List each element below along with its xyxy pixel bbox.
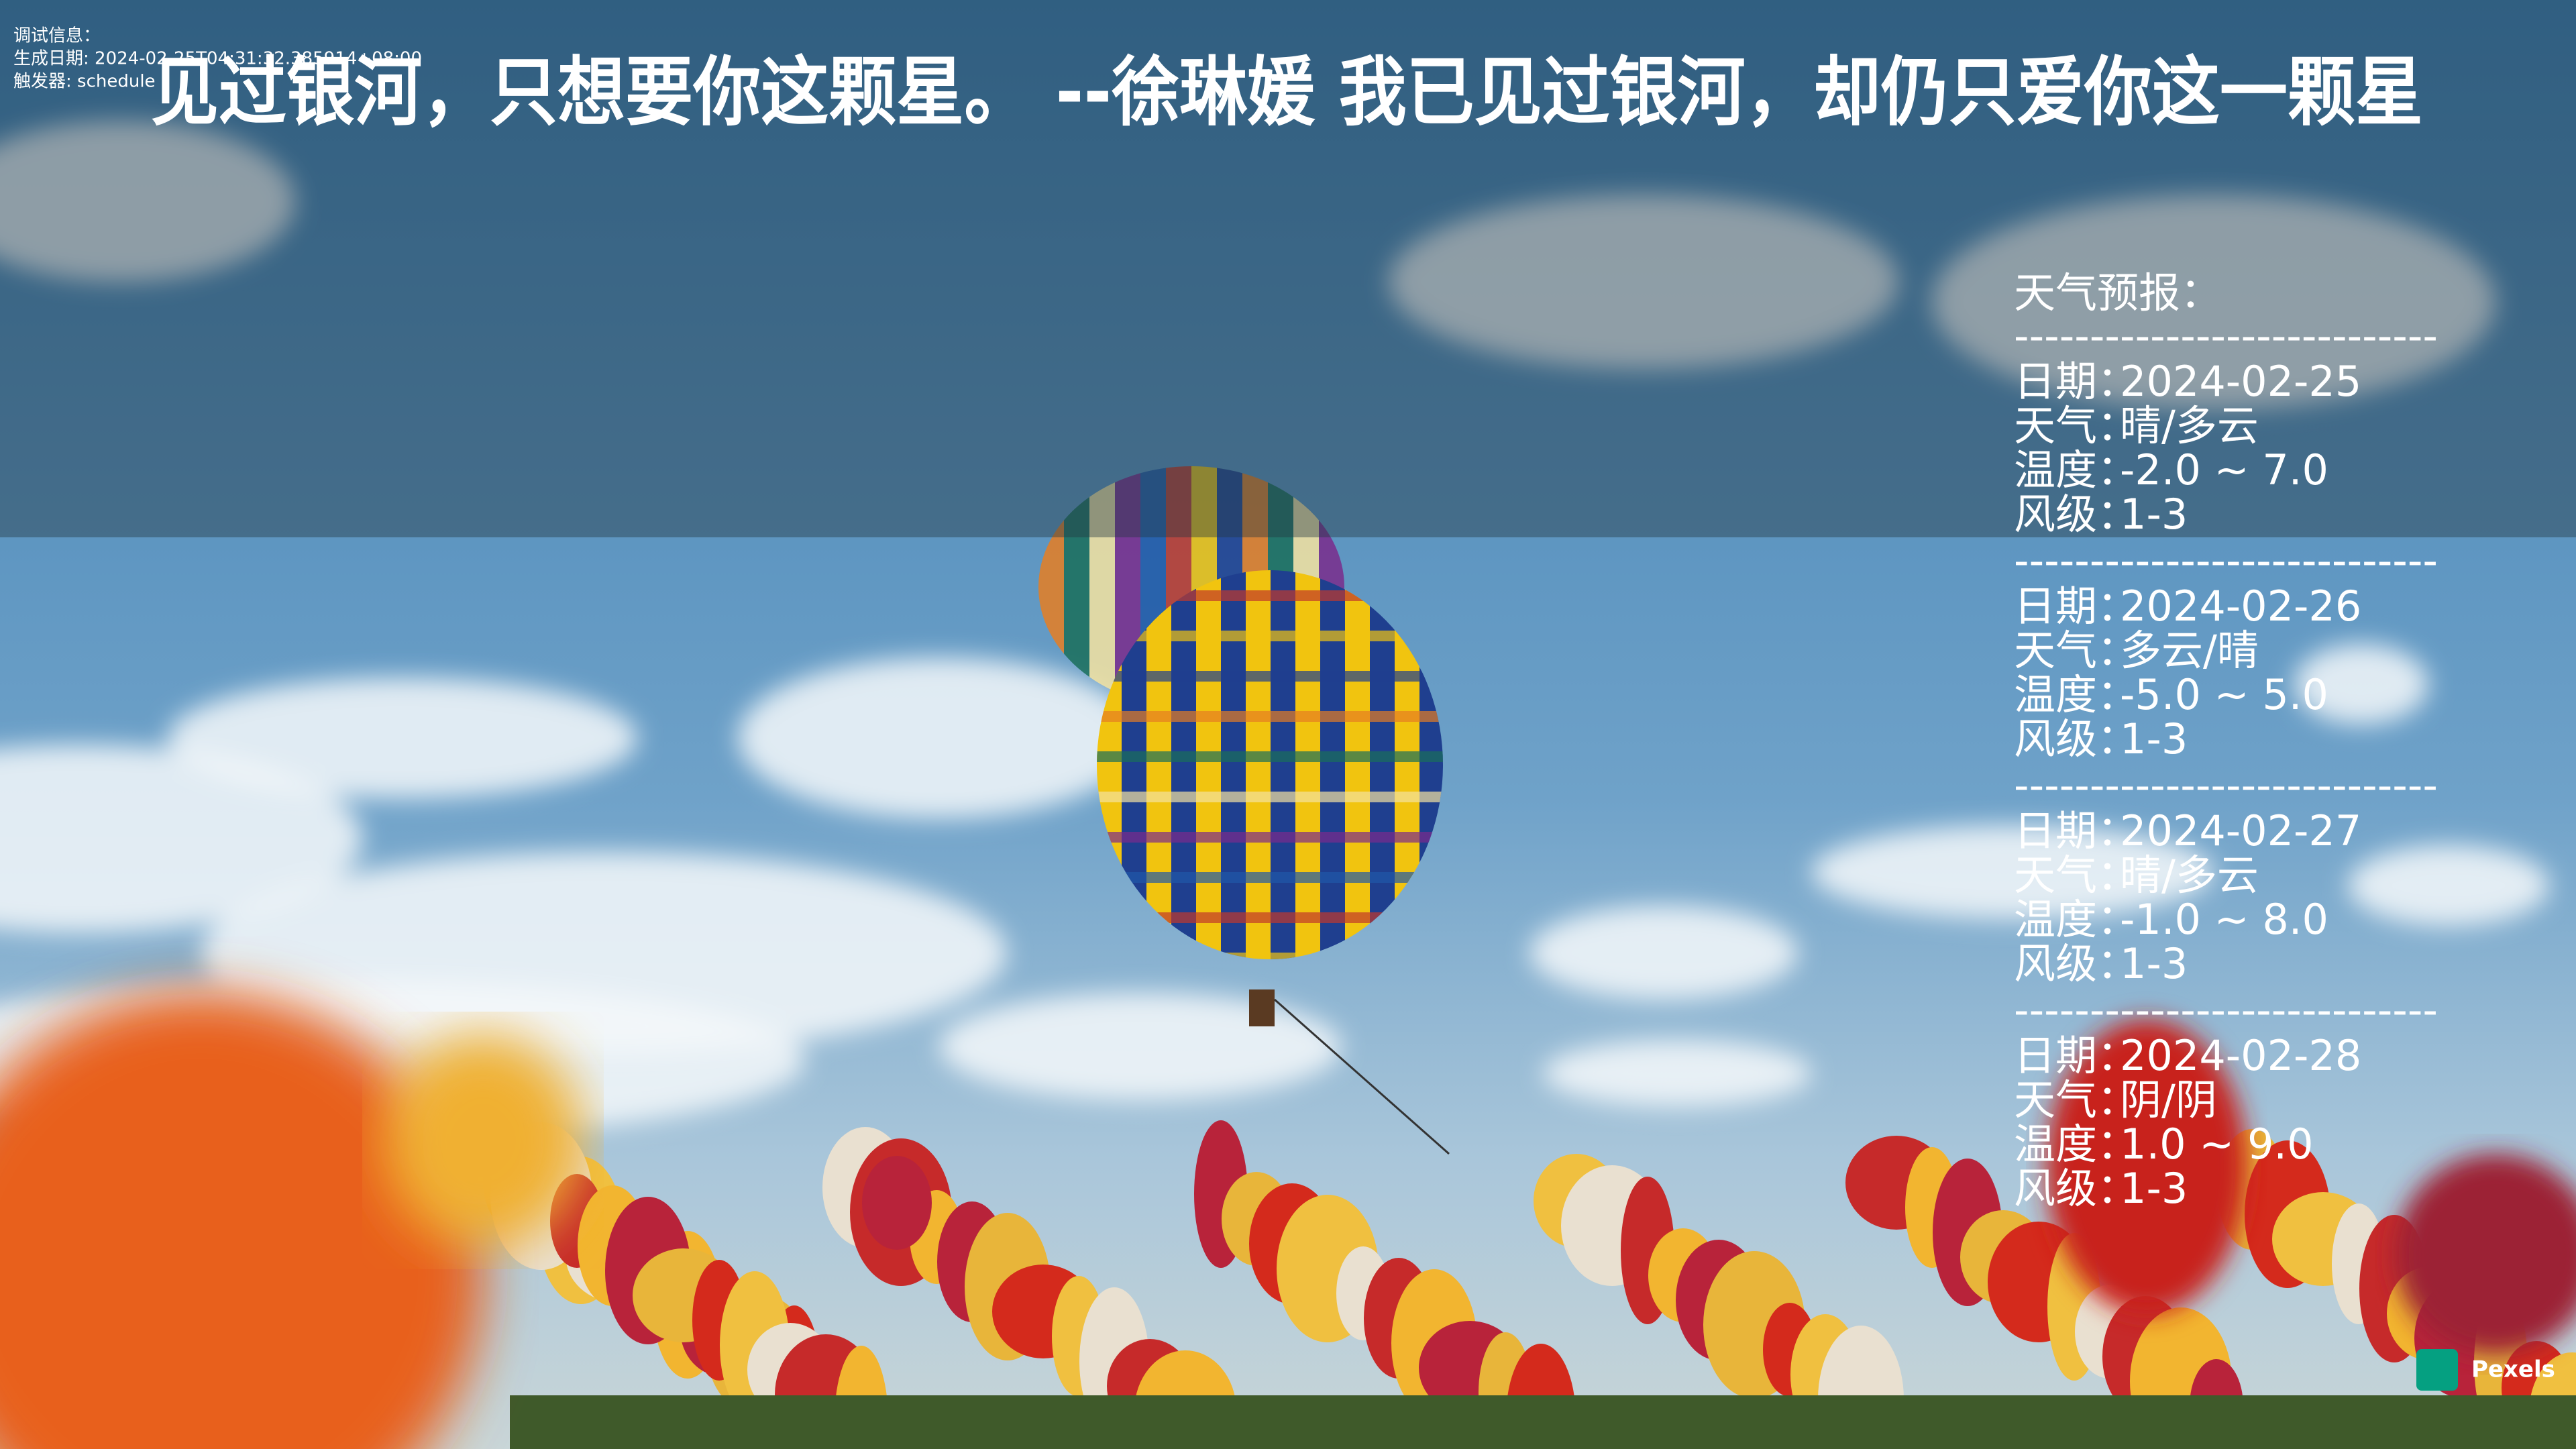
stripe	[1246, 570, 1271, 959]
watermark-text: Pexels	[2471, 1356, 2555, 1383]
blurred-tulip	[2395, 1154, 2576, 1355]
weather-label: 天气：	[2014, 401, 2139, 450]
weather-value: -1.0 ~ 8.0	[2120, 895, 2328, 944]
weather-value: 阴/阴	[2120, 1075, 2217, 1124]
stripe	[1295, 570, 1320, 959]
weather-label: 风级：	[2014, 490, 2139, 539]
stripe	[1221, 570, 1246, 959]
weather-value: 1.0 ~ 9.0	[2120, 1120, 2314, 1169]
cloud	[1932, 195, 2496, 409]
cloud	[0, 121, 295, 282]
weather-value: 1-3	[2120, 1164, 2188, 1213]
blurred-tulip	[382, 1033, 584, 1248]
weather-separator: ----------------------------	[2014, 536, 2438, 585]
band	[1097, 671, 1443, 682]
weather-forecast: 天气预报： ----------------------------日期：202…	[2014, 268, 2438, 1213]
cloud	[1543, 1040, 1811, 1107]
weather-label: 日期：	[2014, 806, 2139, 855]
weather-value: 晴/多云	[2120, 401, 2259, 450]
weather-value: 2024-02-27	[2120, 806, 2361, 855]
weather-label: 温度：	[2014, 670, 2139, 719]
watermark-icon	[2416, 1349, 2458, 1391]
stripe	[1196, 570, 1221, 959]
blurred-tulip	[2046, 1020, 2247, 1315]
stripe	[1171, 570, 1196, 959]
cloud	[2348, 845, 2549, 926]
debug-line: 调试信息：	[13, 26, 101, 46]
blurred-tulip	[0, 993, 483, 1449]
cloud	[168, 678, 637, 798]
stripe	[1271, 570, 1295, 959]
weather-value: 1-3	[2120, 490, 2188, 539]
cloud	[1811, 825, 2214, 919]
weather-label: 日期：	[2014, 357, 2139, 406]
band	[1097, 711, 1443, 722]
weather-label: 日期：	[2014, 1031, 2139, 1080]
weather-label: 日期：	[2014, 582, 2139, 631]
debug-line: 生成日期: 2024-02-25T04:31:32.385914+08:00	[13, 49, 422, 69]
cloud	[1529, 906, 1798, 1000]
watermark: Pexels	[2416, 1349, 2555, 1391]
weather-separator: ----------------------------	[2014, 761, 2438, 810]
stripe	[1146, 570, 1171, 959]
title: 见过银河，只想要你这颗星。 --徐琳媛 我已见过银河，却仍只爱你这一颗星	[151, 49, 2423, 136]
weather-value: 1-3	[2120, 939, 2188, 988]
stripe	[1345, 570, 1370, 959]
top-overlay	[0, 0, 2576, 537]
weather-value: 晴/多云	[2120, 851, 2259, 900]
cloud	[2294, 644, 2428, 724]
band	[1097, 953, 1443, 959]
weather-value: -2.0 ~ 7.0	[2120, 445, 2328, 494]
tulip	[862, 1156, 932, 1250]
weather-value: 2024-02-25	[2120, 357, 2361, 406]
weather-separator: ----------------------------	[2014, 311, 2438, 360]
weather-label: 风级：	[2014, 1164, 2139, 1213]
stripe	[1089, 466, 1115, 708]
tulips	[0, 993, 2576, 1449]
band	[1097, 872, 1443, 883]
stems	[510, 1395, 2576, 1449]
cloud	[738, 657, 1140, 818]
weather-value: 2024-02-28	[2120, 1031, 2361, 1080]
weather-value: -5.0 ~ 5.0	[2120, 670, 2328, 719]
cloud	[939, 993, 1342, 1100]
weather-label: 温度：	[2014, 895, 2139, 944]
weather-value: 2024-02-26	[2120, 582, 2361, 631]
stripe	[1320, 570, 1345, 959]
weather-value: 多云/晴	[2120, 626, 2259, 675]
weather-label: 风级：	[2014, 939, 2139, 988]
band	[1097, 912, 1443, 923]
weather-label: 天气：	[2014, 1075, 2139, 1124]
basket	[1249, 989, 1275, 1026]
cloud	[1389, 195, 1898, 369]
band	[1097, 792, 1443, 802]
weather-label: 温度：	[2014, 1120, 2139, 1169]
weather-label: 风级：	[2014, 714, 2139, 763]
debug-info: 调试信息： 生成日期: 2024-02-25T04:31:32.385914+0…	[13, 26, 422, 92]
weather-label: 温度：	[2014, 445, 2139, 494]
weather-value: 1-3	[2120, 714, 2188, 763]
debug-line: 触发器: schedule	[13, 72, 156, 92]
band	[1097, 631, 1443, 641]
band	[1097, 832, 1443, 843]
weather-label: 天气：	[2014, 626, 2139, 675]
cloud	[0, 745, 362, 932]
rope	[1274, 998, 1450, 1155]
weather-separator: ----------------------------	[2014, 985, 2438, 1034]
weather-heading: 天气预报：	[2014, 268, 2222, 317]
weather-label: 天气：	[2014, 851, 2139, 900]
band	[1097, 751, 1443, 762]
stripe	[1370, 570, 1395, 959]
